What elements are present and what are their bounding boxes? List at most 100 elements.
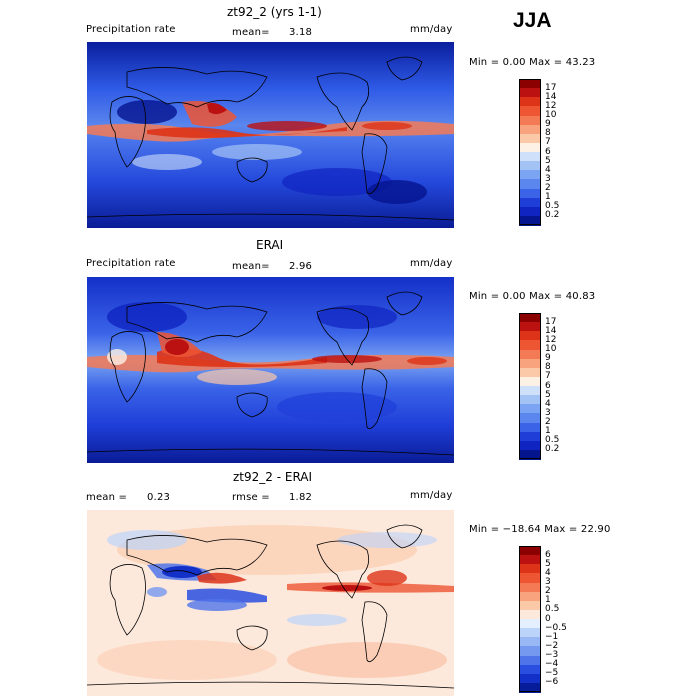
colorbar-swatch (519, 124, 541, 135)
colorbar-tick-label: 4 (545, 164, 551, 175)
panel-3-mean-label: mean = (86, 492, 128, 503)
colorbar-swatch (519, 431, 541, 442)
colorbar-swatch (519, 188, 541, 199)
colorbar-swatch (519, 386, 541, 396)
colorbar-swatch (519, 395, 541, 405)
panel-1-colorbar: 17 14 12 10 9 8 7 6 5 4 3 2 1 0.5 0.2 (519, 79, 579, 226)
colorbar-swatch (519, 115, 541, 126)
colorbar-swatch (519, 340, 541, 350)
panel-1-title: zt92_2 (yrs 1-1) (227, 5, 322, 19)
colorbar-swatch (519, 600, 541, 611)
colorbar-swatch (519, 331, 541, 341)
colorbar-swatch (519, 367, 541, 378)
panel-3-title: zt92_2 - ERAI (233, 470, 313, 484)
colorbar-swatch (519, 142, 541, 153)
colorbar-swatch (519, 637, 541, 647)
colorbar-swatch (519, 664, 541, 675)
colorbar-swatch (519, 546, 541, 556)
colorbar-frame (519, 313, 541, 459)
colorbar-swatch (519, 682, 541, 693)
colorbar-swatch (519, 313, 541, 323)
panel-1-mean-label: mean= (232, 27, 270, 38)
colorbar-tick-label: 0.2 (545, 444, 560, 455)
colorbar-tick-label: −6 (545, 677, 559, 688)
colorbar-tick-label: −4 (545, 659, 559, 670)
panel-3-rmse-label: rmse = (232, 492, 270, 503)
colorbar-swatch (519, 376, 541, 387)
colorbar-swatch (519, 152, 541, 162)
colorbar-swatch (519, 555, 541, 565)
colorbar-tick-label: 6 (545, 380, 551, 391)
colorbar-tick-label: 14 (545, 325, 557, 336)
season-label: JJA (513, 9, 552, 32)
colorbar-tick-label: 4 (545, 398, 551, 409)
colorbar-swatch (519, 573, 541, 583)
colorbar-swatch (519, 358, 541, 369)
colorbar-swatch (519, 161, 541, 171)
colorbar-swatch (519, 206, 541, 217)
colorbar-tick-label: 1 (545, 426, 551, 437)
colorbar-tick-label: −5 (545, 668, 559, 679)
colorbar-swatch (519, 179, 541, 189)
colorbar-tick-label: 12 (545, 334, 557, 345)
colorbar-swatch (519, 609, 541, 620)
colorbar-tick-label: 8 (545, 362, 551, 373)
panel-1-units: mm/day (410, 24, 453, 35)
colorbar-swatch (519, 582, 541, 593)
colorbar-swatch (519, 349, 541, 360)
colorbar-swatch (519, 564, 541, 574)
colorbar-swatch (519, 591, 541, 602)
colorbar-frame (519, 79, 541, 225)
panel-2-variable-label: Precipitation rate (86, 258, 176, 269)
colorbar-swatch (519, 413, 541, 423)
panel-3-rmse-value: 1.82 (289, 492, 313, 503)
panel-2-title: ERAI (256, 238, 284, 252)
panel-1-map (87, 42, 454, 228)
colorbar-swatch (519, 422, 541, 433)
colorbar-tick-label: 10 (545, 110, 557, 120)
colorbar-tick-label: 6 (545, 549, 551, 560)
colorbar-tick-label: 2 (545, 586, 551, 597)
colorbar-swatch (519, 655, 541, 666)
colorbar-tick-label: 0.2 (545, 210, 560, 221)
colorbar-swatch (519, 106, 541, 116)
colorbar-swatch (519, 133, 541, 144)
colorbar-swatch (519, 404, 541, 414)
colorbar-swatch (519, 449, 541, 460)
colorbar-tick-label: 12 (545, 100, 557, 111)
panel-2-colorbar: 17 14 12 10 9 8 7 6 5 4 3 2 1 0.5 0.2 (519, 313, 579, 460)
panel-3-mean-value: 0.23 (147, 492, 171, 503)
colorbar-tick-label: −0.5 (545, 622, 567, 633)
colorbar-tick-label: 6 (545, 146, 551, 157)
colorbar-tick-label: 7 (545, 371, 551, 382)
colorbar-tick-label: 0.5 (545, 435, 560, 446)
colorbar-swatch (519, 322, 541, 332)
colorbar-swatch (519, 79, 541, 89)
colorbar-swatch (519, 88, 541, 98)
colorbar-tick-label: 5 (545, 155, 551, 166)
colorbar-tick-label: −3 (545, 650, 559, 660)
colorbar-tick-label: 0.5 (545, 201, 560, 212)
panel-2-mean-value: 2.96 (289, 261, 313, 272)
colorbar-tick-label: 0 (545, 613, 551, 624)
panel-3-map-svg (87, 510, 454, 696)
colorbar-tick-label: 1 (545, 595, 551, 606)
panel-2-minmax: Min = 0.00 Max = 40.83 (469, 291, 596, 302)
colorbar-tick-label: 9 (545, 119, 551, 130)
colorbar-tick-label: 9 (545, 353, 551, 364)
colorbar-tick-label: 3 (545, 173, 551, 184)
colorbar-swatch (519, 619, 541, 629)
colorbar-swatch (519, 440, 541, 451)
colorbar-tick-label: 5 (545, 558, 551, 569)
colorbar-swatch (519, 97, 541, 107)
colorbar-tick-label: 17 (545, 316, 557, 327)
panel-2-mean-label: mean= (232, 261, 270, 272)
panel-1-map-svg (87, 42, 454, 228)
colorbar-swatch (519, 215, 541, 226)
panel-3-colorbar: 6 5 4 3 2 1 0.5 0 −0.5 −1 −2 −3 −4 −5 −6 (519, 546, 579, 693)
panel-1-minmax: Min = 0.00 Max = 43.23 (469, 57, 596, 68)
panel-2-map-svg (87, 277, 454, 463)
colorbar-tick-label: 14 (545, 91, 557, 102)
colorbar-tick-label: 2 (545, 183, 551, 193)
colorbar-frame (519, 546, 541, 692)
